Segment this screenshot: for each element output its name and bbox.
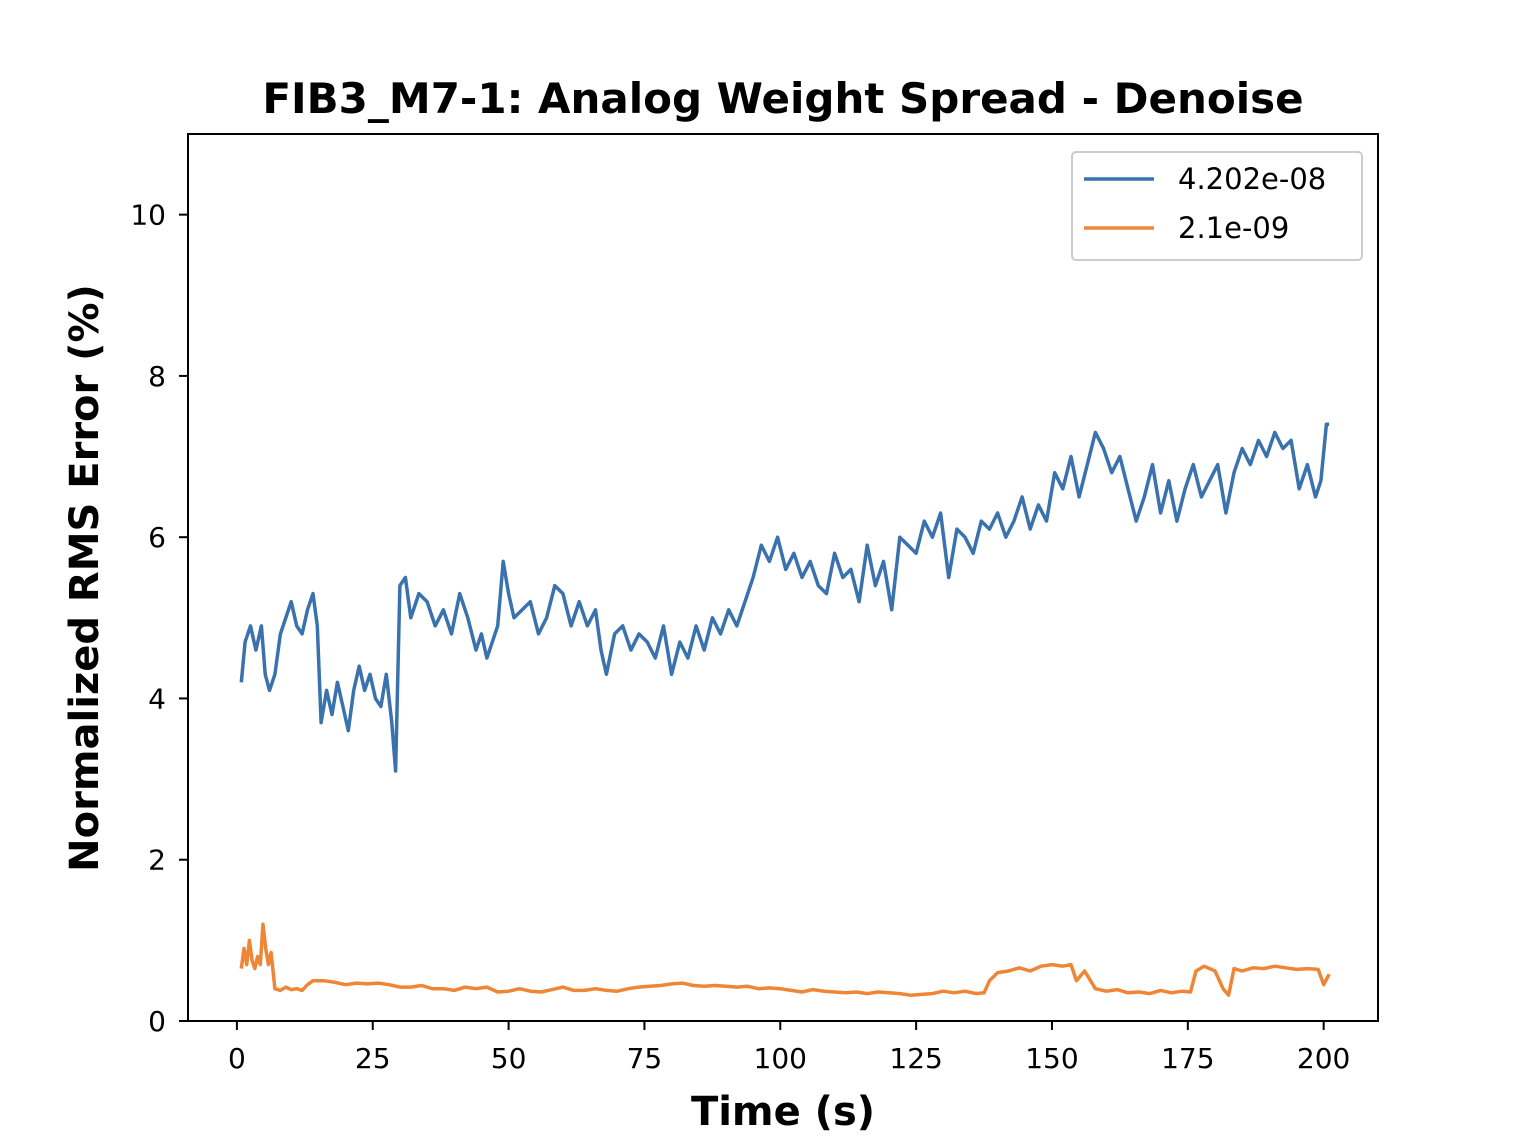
x-tick-label: 200	[1297, 1042, 1350, 1075]
y-tick-label: 8	[148, 360, 166, 393]
y-tick-label: 2	[148, 844, 166, 877]
y-axis-label: Normalized RMS Error (%)	[62, 284, 108, 872]
x-tick-label: 175	[1161, 1042, 1214, 1075]
x-tick-label: 150	[1025, 1042, 1078, 1075]
legend-label-series-2: 2.1e-09	[1178, 211, 1289, 245]
y-tick-label: 6	[148, 521, 166, 554]
x-tick-label: 50	[491, 1042, 527, 1075]
y-tick-label: 4	[148, 682, 166, 715]
y-axis-ticks: 0 2 4 6 8 10	[130, 199, 188, 1038]
axes-frame	[187, 133, 1379, 1022]
chart-title: FIB3_M7-1: Analog Weight Spread - Denois…	[262, 74, 1303, 123]
series-layer	[239, 422, 1331, 997]
x-tick-label: 100	[754, 1042, 807, 1075]
legend: 4.202e-08 2.1e-09	[1071, 151, 1363, 261]
series-line-2	[239, 922, 1331, 997]
x-tick-label: 75	[627, 1042, 663, 1075]
x-axis-ticks: 0 25 50 75 100 125 150 175 200	[228, 1021, 1350, 1075]
legend-label-series-1: 4.202e-08	[1178, 162, 1326, 196]
x-tick-label: 0	[228, 1042, 246, 1075]
y-tick-label: 10	[130, 199, 166, 232]
x-axis-label: Time (s)	[691, 1089, 875, 1135]
series-line-1	[239, 422, 1330, 773]
y-tick-label: 0	[148, 1005, 166, 1038]
x-tick-label: 125	[889, 1042, 942, 1075]
x-tick-label: 25	[355, 1042, 391, 1075]
plot-area: 0 25 50 75 100 125 150 175 200 0 2 4 6 8 10	[130, 133, 1379, 1075]
